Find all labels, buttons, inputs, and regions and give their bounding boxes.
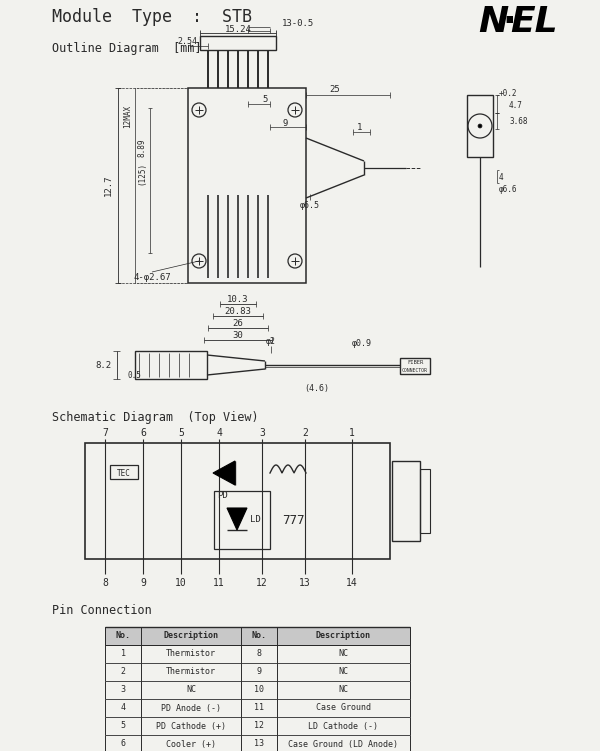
Bar <box>392 461 420 541</box>
Text: FIBER: FIBER <box>407 360 423 364</box>
Text: No.: No. <box>115 632 131 641</box>
Text: 1: 1 <box>349 428 355 438</box>
Text: NC: NC <box>186 686 196 695</box>
Text: 6: 6 <box>121 740 125 749</box>
Circle shape <box>478 124 482 128</box>
Text: 9: 9 <box>257 668 262 677</box>
Text: PD: PD <box>218 490 229 499</box>
Text: (4.6): (4.6) <box>305 385 329 394</box>
Text: 9: 9 <box>140 578 146 588</box>
Text: EL: EL <box>510 5 557 39</box>
Bar <box>214 491 270 549</box>
Text: Case Ground (LD Anode): Case Ground (LD Anode) <box>289 740 398 749</box>
Text: 12: 12 <box>256 578 268 588</box>
Text: +0.2: +0.2 <box>499 89 517 98</box>
Text: 1: 1 <box>358 123 362 132</box>
Text: 9: 9 <box>283 119 287 128</box>
Bar <box>85 443 390 559</box>
Text: 15.24: 15.24 <box>224 25 251 34</box>
Text: 3.68: 3.68 <box>509 116 527 125</box>
Text: 14: 14 <box>346 578 358 588</box>
Text: PD Anode (-): PD Anode (-) <box>161 704 221 713</box>
Text: Module  Type  :  STB: Module Type : STB <box>52 8 252 26</box>
Text: TEC: TEC <box>117 469 131 478</box>
Bar <box>420 469 430 533</box>
Text: 7: 7 <box>102 428 108 438</box>
Text: 10.3: 10.3 <box>227 294 249 303</box>
Text: 10: 10 <box>254 686 264 695</box>
Text: 1: 1 <box>121 650 125 659</box>
Text: 3: 3 <box>259 428 265 438</box>
Bar <box>110 465 138 479</box>
Text: 4: 4 <box>499 173 503 182</box>
Text: 6: 6 <box>140 428 146 438</box>
Text: Pin Connection: Pin Connection <box>52 604 152 617</box>
Text: 5: 5 <box>262 95 268 104</box>
Text: φ6.6: φ6.6 <box>499 185 517 194</box>
Text: LD: LD <box>250 515 260 524</box>
Text: 30: 30 <box>233 330 244 339</box>
Bar <box>467 95 493 157</box>
Text: 5: 5 <box>178 428 184 438</box>
Text: 2: 2 <box>302 428 308 438</box>
Text: 2: 2 <box>121 668 125 677</box>
Text: 11: 11 <box>254 704 264 713</box>
Bar <box>400 358 430 374</box>
Text: Case Ground: Case Ground <box>316 704 371 713</box>
Text: 13: 13 <box>299 578 311 588</box>
Text: 3: 3 <box>121 686 125 695</box>
Text: Thermistor: Thermistor <box>166 650 216 659</box>
Text: Schematic Diagram  (Top View): Schematic Diagram (Top View) <box>52 411 259 424</box>
Text: 10: 10 <box>175 578 187 588</box>
Text: 0.5: 0.5 <box>128 370 142 379</box>
Text: φ2: φ2 <box>266 337 276 346</box>
Text: CONNECTOR: CONNECTOR <box>402 367 428 372</box>
Bar <box>135 351 207 379</box>
Text: 4.7: 4.7 <box>509 101 523 110</box>
Text: No.: No. <box>251 632 266 641</box>
Text: 25: 25 <box>329 86 340 95</box>
Text: 8: 8 <box>257 650 262 659</box>
Text: 26: 26 <box>233 318 244 327</box>
Text: ·: · <box>502 5 515 39</box>
Text: 8.89: 8.89 <box>137 139 146 157</box>
Text: 777: 777 <box>282 514 304 526</box>
Text: NC: NC <box>338 668 349 677</box>
Text: 11: 11 <box>213 578 225 588</box>
Polygon shape <box>227 508 247 530</box>
Text: 20.83: 20.83 <box>224 306 251 315</box>
Text: NC: NC <box>338 686 349 695</box>
Text: 12.7: 12.7 <box>104 174 113 196</box>
Text: NC: NC <box>338 650 349 659</box>
Text: 4-φ2.67: 4-φ2.67 <box>133 273 171 282</box>
Bar <box>188 88 306 283</box>
Text: 4: 4 <box>121 704 125 713</box>
Text: N: N <box>478 5 508 39</box>
Text: Description: Description <box>316 632 371 641</box>
Text: Description: Description <box>163 632 218 641</box>
Text: 13: 13 <box>254 740 264 749</box>
Text: Outline Diagram  [mm]: Outline Diagram [mm] <box>52 42 202 55</box>
Text: 12MAX: 12MAX <box>124 104 133 128</box>
Text: 8.2: 8.2 <box>95 360 111 369</box>
Text: 8: 8 <box>102 578 108 588</box>
Bar <box>200 36 276 50</box>
Text: 13-0.5: 13-0.5 <box>282 19 314 28</box>
Text: (125): (125) <box>137 161 146 185</box>
Polygon shape <box>213 461 235 485</box>
Text: Cooler (+): Cooler (+) <box>166 740 216 749</box>
Text: 12: 12 <box>254 722 264 731</box>
Text: LD Cathode (-): LD Cathode (-) <box>308 722 379 731</box>
Text: 5: 5 <box>121 722 125 731</box>
Text: Thermistor: Thermistor <box>166 668 216 677</box>
Text: 2.54: 2.54 <box>177 38 197 47</box>
Bar <box>105 627 410 645</box>
Text: PD Cathode (+): PD Cathode (+) <box>156 722 226 731</box>
Text: 4: 4 <box>216 428 222 438</box>
Text: φ6.5: φ6.5 <box>300 201 320 210</box>
Text: φ0.9: φ0.9 <box>352 339 372 348</box>
